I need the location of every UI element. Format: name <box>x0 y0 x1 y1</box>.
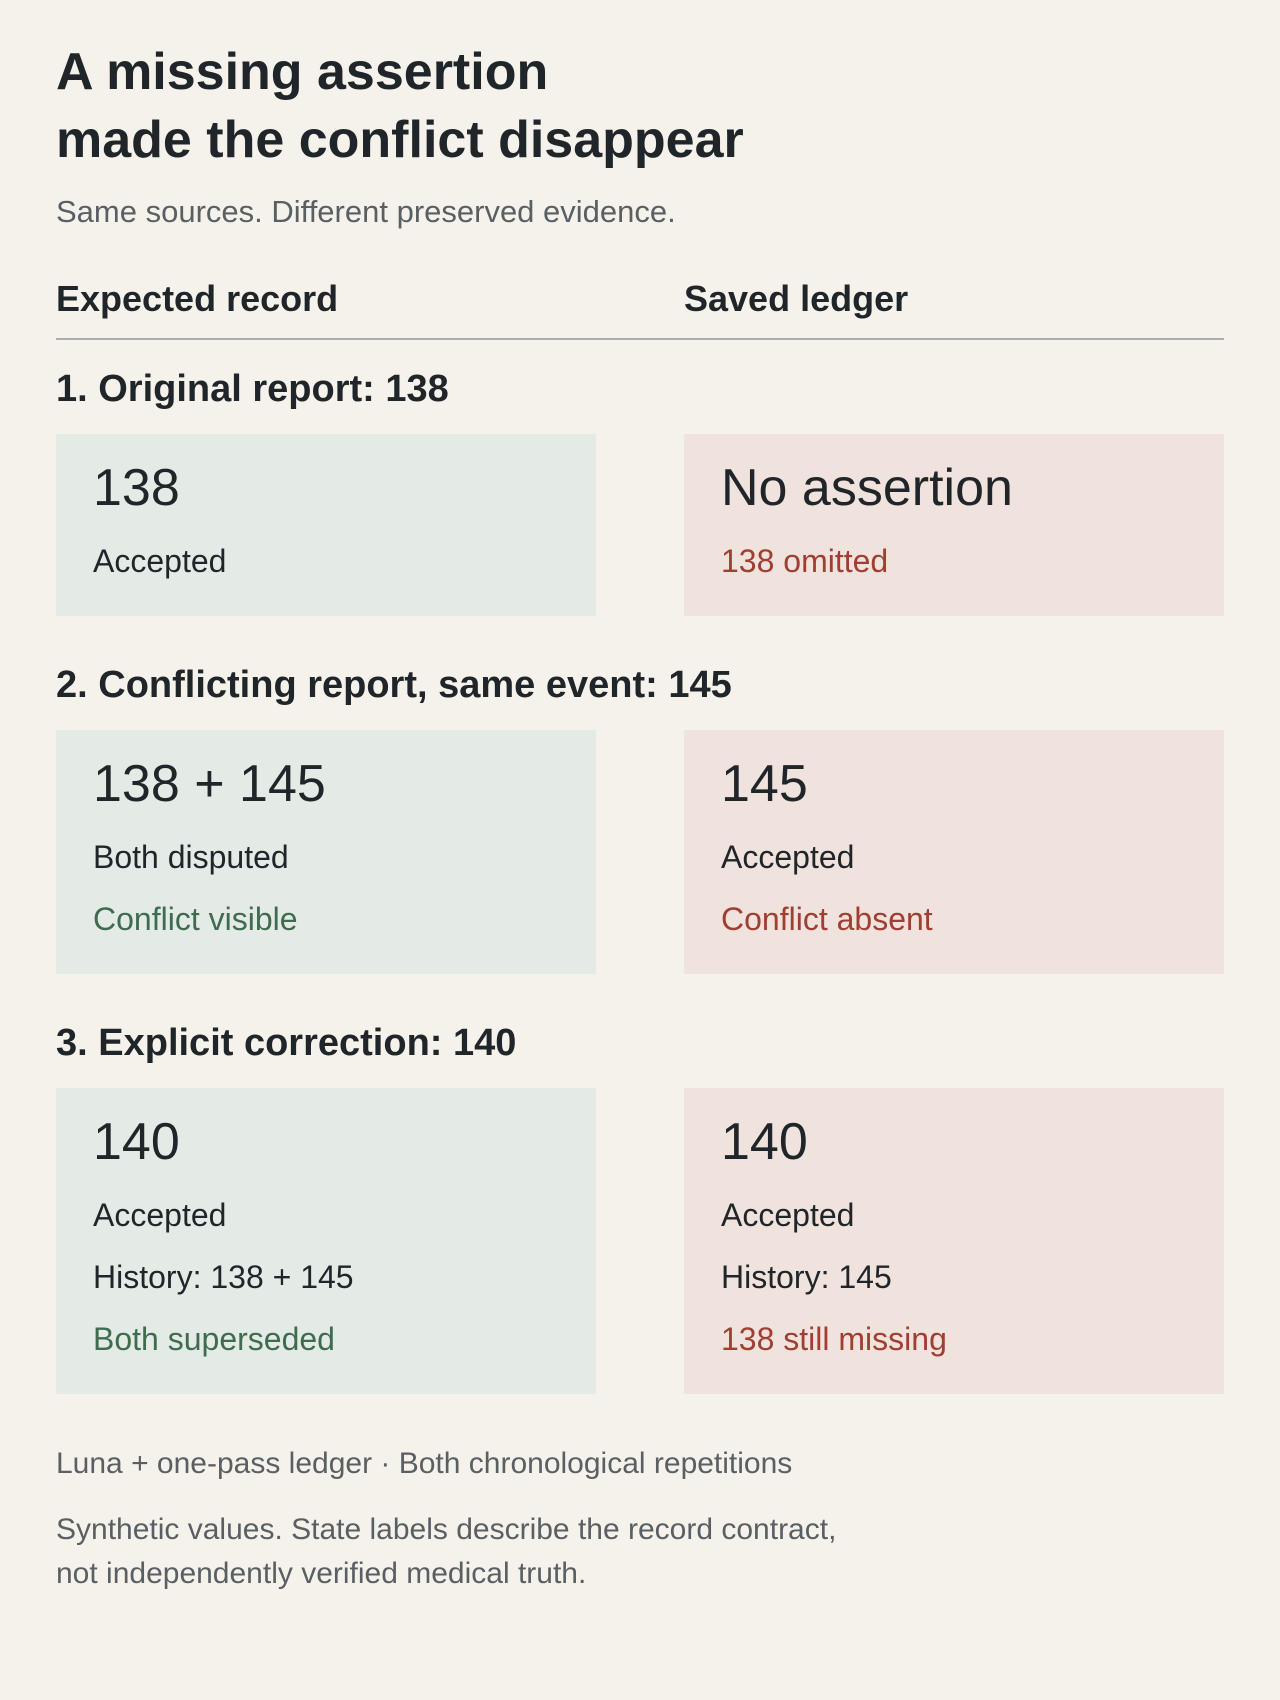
state-line: Accepted <box>721 839 855 875</box>
saved-box: 140 Accepted History: 145 138 still missing <box>684 1088 1224 1394</box>
primary-value: 140 <box>721 1113 808 1171</box>
title-line: A missing assertion <box>56 43 549 101</box>
saved-box: 145 Accepted Conflict absent <box>684 730 1224 974</box>
column-header: Expected record <box>56 278 339 319</box>
state-line: Both superseded <box>93 1321 335 1357</box>
state-line: Both disputed <box>93 839 289 875</box>
expected-box: 140 Accepted History: 138 + 145 Both supers… <box>56 1088 596 1394</box>
column-header: Saved ledger <box>684 278 909 319</box>
primary-value: 138 <box>93 459 180 517</box>
title: A missing assertion made the conflict dis… <box>56 38 1224 174</box>
primary-value: 145 <box>721 755 808 813</box>
sections: 1. Original report: 138 138 Accepted No ass… <box>56 366 1224 1394</box>
section: 3. Explicit correction: 140 140 Accepted Hi… <box>56 1020 1224 1394</box>
state-line: Accepted <box>721 1197 855 1233</box>
footer-meta: Luna + one-pass ledger · Both chronologi… <box>56 1447 793 1480</box>
subtitle: Same sources. Different preserved eviden… <box>56 194 676 229</box>
state-line: 138 still missing <box>721 1321 947 1357</box>
section: 2. Conflicting report, same event: 145 13… <box>56 662 1224 974</box>
saved-box: No assertion 138 omitted <box>684 434 1224 616</box>
column-headers: Expected record Saved ledger <box>56 276 1224 340</box>
state-line: 138 omitted <box>721 543 889 579</box>
state-line: Conflict absent <box>721 901 933 937</box>
note-line: Synthetic values. State labels describe … <box>56 1513 837 1546</box>
title-line: made the conflict disappear <box>56 111 744 169</box>
expected-box: 138 + 145 Both disputed Conflict visible <box>56 730 596 974</box>
section-row: 140 Accepted History: 138 + 145 Both supers… <box>56 1088 1224 1394</box>
state-line: Conflict visible <box>93 901 298 937</box>
state-line: History: 145 <box>721 1259 892 1295</box>
primary-value: No assertion <box>721 459 1013 517</box>
section-row: 138 Accepted No assertion 138 omitted <box>56 434 1224 616</box>
section-heading: 2. Conflicting report, same event: 145 <box>56 664 732 706</box>
state-line: Accepted <box>93 543 227 579</box>
card: A missing assertion made the conflict dis… <box>56 38 1224 1596</box>
primary-value: 140 <box>93 1113 180 1171</box>
section-heading: 3. Explicit correction: 140 <box>56 1022 517 1064</box>
primary-value: 138 + 145 <box>93 755 326 813</box>
state-line: Accepted <box>93 1197 227 1233</box>
section-heading: 1. Original report: 138 <box>56 368 449 410</box>
state-line: History: 138 + 145 <box>93 1259 354 1295</box>
section-row: 138 + 145 Both disputed Conflict visible 14… <box>56 730 1224 974</box>
section: 1. Original report: 138 138 Accepted No ass… <box>56 366 1224 616</box>
expected-box: 138 Accepted <box>56 434 596 616</box>
note-line: not independently verified medical truth… <box>56 1557 587 1590</box>
footer-note: Synthetic values. State labels describe … <box>56 1508 1224 1596</box>
